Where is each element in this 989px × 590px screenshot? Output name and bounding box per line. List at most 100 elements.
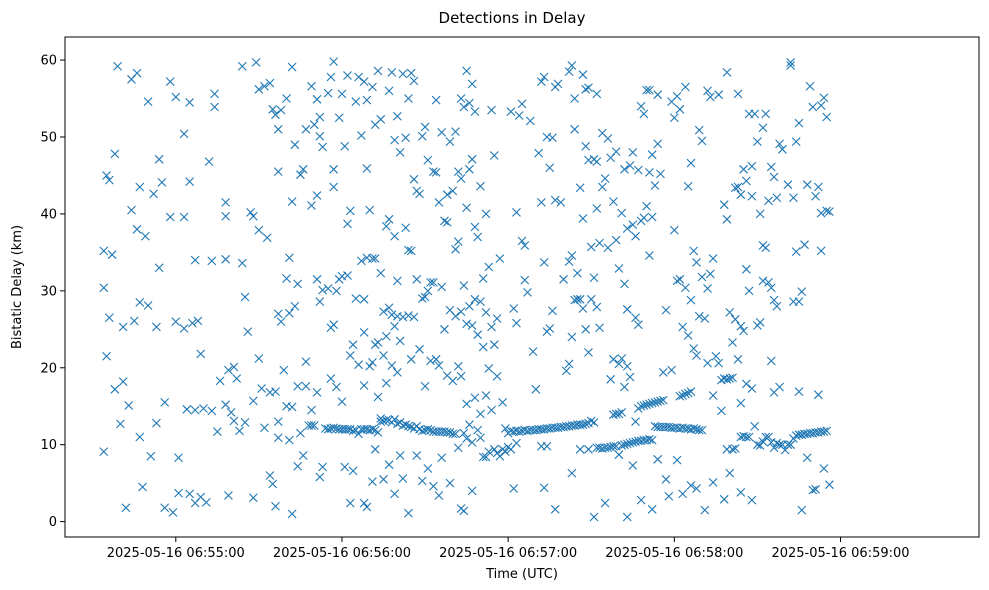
data-point <box>614 359 624 369</box>
data-point <box>462 66 471 76</box>
data-point <box>428 481 438 491</box>
data-point <box>772 193 782 203</box>
data-point <box>786 440 796 450</box>
data-point <box>697 425 707 435</box>
data-point <box>545 324 555 333</box>
data-point <box>423 286 433 296</box>
data-point <box>262 233 272 243</box>
data-point <box>539 72 549 82</box>
data-point <box>550 504 560 514</box>
data-point <box>237 258 247 268</box>
data-point <box>390 231 399 241</box>
data-point <box>362 95 372 105</box>
data-point <box>733 182 743 192</box>
data-point <box>296 428 305 438</box>
data-point <box>578 214 588 223</box>
data-point <box>332 382 341 392</box>
data-point <box>495 254 505 263</box>
data-point <box>307 81 316 91</box>
data-point <box>401 420 411 430</box>
data-point <box>769 172 779 182</box>
x-tick-label: 2025-05-16 06:56:00 <box>273 546 411 561</box>
data-point <box>312 94 322 104</box>
data-point <box>315 112 325 122</box>
data-point <box>678 322 688 332</box>
data-point <box>362 502 372 512</box>
data-point <box>415 189 424 199</box>
data-point <box>816 101 826 110</box>
data-point <box>600 174 610 183</box>
data-point <box>337 89 347 99</box>
data-point <box>409 76 419 86</box>
data-point <box>620 382 629 392</box>
data-point <box>636 401 646 411</box>
data-point <box>387 310 397 320</box>
data-point <box>406 68 416 78</box>
data-point <box>127 205 136 215</box>
data-point <box>196 349 206 359</box>
data-point <box>697 136 707 146</box>
data-point <box>686 158 696 168</box>
data-point <box>520 275 530 285</box>
data-point <box>188 318 197 328</box>
data-point <box>453 361 463 371</box>
data-point <box>595 323 604 333</box>
data-point <box>825 480 834 490</box>
data-point <box>232 374 242 383</box>
data-point <box>794 118 804 128</box>
data-point <box>758 276 768 286</box>
data-point <box>428 277 438 287</box>
data-point <box>536 197 546 207</box>
data-point <box>395 336 405 346</box>
data-point <box>539 257 549 267</box>
data-point <box>426 277 435 287</box>
data-point <box>473 425 483 435</box>
data-point <box>110 149 120 159</box>
data-point <box>722 214 732 224</box>
x-tick-label: 2025-05-16 06:57:00 <box>439 546 577 561</box>
data-point <box>417 476 427 486</box>
data-point <box>753 137 762 147</box>
data-point <box>753 440 762 450</box>
data-point <box>478 274 488 283</box>
data-point <box>268 479 278 489</box>
y-tick-label: 60 <box>40 54 57 69</box>
data-point <box>825 207 834 217</box>
data-point <box>617 208 627 218</box>
data-point <box>786 61 796 70</box>
data-point <box>448 376 458 386</box>
data-point <box>354 429 363 439</box>
data-point <box>376 268 386 278</box>
data-point <box>575 294 585 304</box>
data-point <box>697 272 707 282</box>
data-point <box>703 86 712 96</box>
data-point <box>395 147 405 157</box>
data-point <box>221 254 231 264</box>
data-point <box>548 133 557 143</box>
data-point <box>110 384 120 394</box>
data-point <box>631 231 640 241</box>
data-point <box>681 82 690 92</box>
data-point <box>645 167 654 177</box>
data-point <box>368 82 377 92</box>
data-point <box>345 206 355 216</box>
x-axis-label: Time (UTC) <box>485 567 558 582</box>
data-point <box>464 301 474 311</box>
data-point <box>525 116 535 126</box>
data-point <box>298 164 308 174</box>
data-point <box>567 332 577 342</box>
data-point <box>318 285 327 295</box>
data-point <box>661 305 671 315</box>
data-point <box>368 254 377 263</box>
data-point <box>326 374 336 383</box>
data-point <box>741 264 751 274</box>
data-point <box>539 483 549 493</box>
data-point <box>390 414 399 424</box>
data-point <box>744 286 754 296</box>
data-point <box>708 254 718 263</box>
data-point <box>356 256 366 266</box>
chart-title: Detections in Delay <box>439 9 586 27</box>
data-point <box>534 148 544 158</box>
data-point <box>268 104 278 114</box>
data-point <box>622 439 632 449</box>
